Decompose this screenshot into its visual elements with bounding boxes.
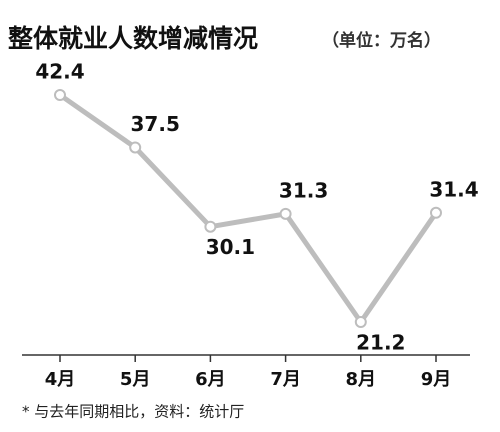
point <box>430 206 442 219</box>
x-tick-label: 8月 <box>346 369 377 390</box>
value-label: 37.5 <box>131 112 180 136</box>
x-tick-label: 5月 <box>120 369 151 390</box>
value-label: 31.3 <box>279 178 328 202</box>
point <box>54 89 66 101</box>
value-label: 30.1 <box>206 235 255 259</box>
point <box>279 207 292 220</box>
line <box>58 92 439 325</box>
x-tick-label: 4月 <box>45 369 76 390</box>
footnote: * 与去年同期相比，资料：统计厅 <box>22 403 244 421</box>
chart-subtitle: （单位：万名） <box>322 30 441 51</box>
value-label: 42.4 <box>35 60 84 84</box>
point <box>204 220 217 233</box>
x-tick-label: 9月 <box>421 369 452 390</box>
chart-title: 整体就业人数增减情况 <box>8 24 258 53</box>
value-label: 21.2 <box>356 331 405 355</box>
value-label: 31.4 <box>429 177 478 201</box>
x-tick-label: 6月 <box>195 369 226 390</box>
point <box>129 141 142 154</box>
x-tick-label: 7月 <box>270 369 301 390</box>
point <box>354 316 367 328</box>
